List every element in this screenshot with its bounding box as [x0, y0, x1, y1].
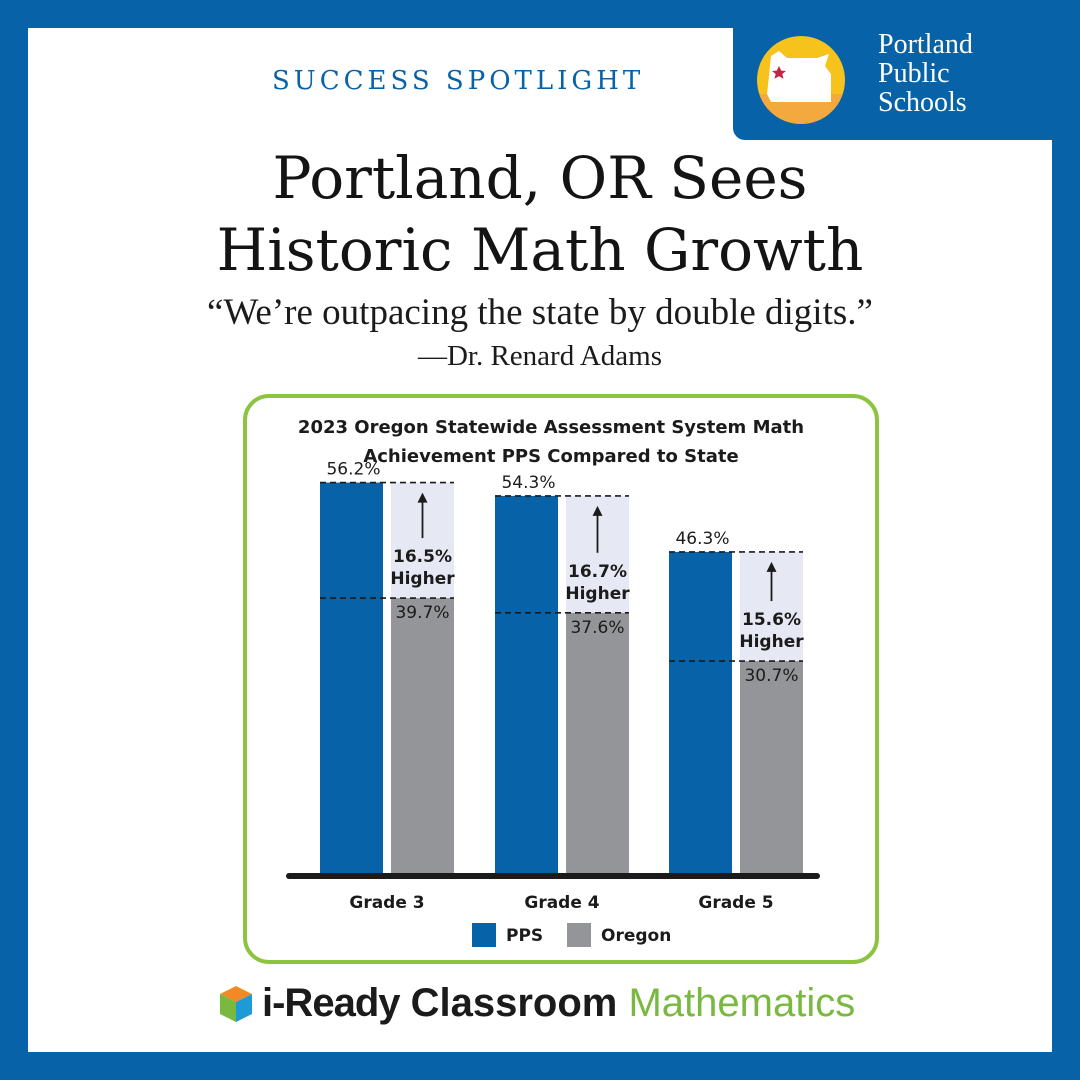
logo-line-public: Public	[878, 58, 950, 89]
x-label-grade-3: Grade 3	[349, 893, 424, 913]
pps-logo-text: Portland Public Schools	[878, 30, 973, 117]
cube-icon	[220, 986, 252, 1022]
bar-pps-grade-3	[320, 482, 383, 876]
chart-panel: 2023 Oregon Statewide Assessment System …	[243, 394, 879, 964]
x-label-grade-4: Grade 4	[524, 893, 599, 913]
legend-pps-swatch	[472, 923, 496, 947]
quote-attribution: —Dr. Renard Adams	[417, 340, 663, 372]
brand-classroom: Classroom	[399, 981, 629, 1025]
chart-title-line-1: 2023 Oregon Statewide Assessment System …	[298, 417, 804, 438]
success-spotlight-kicker: SUCCESS SPOTLIGHT	[272, 66, 645, 96]
bar-pps-grade-4	[495, 495, 558, 876]
annotation-value-1: 16.5%	[393, 547, 452, 567]
chart-title-line-2: Achievement PPS Compared to State	[363, 446, 738, 467]
bar-pps-grade-5	[669, 551, 732, 876]
brand-mathematics: Mathematics	[628, 981, 856, 1025]
x-label-grade-5: Grade 5	[698, 893, 773, 913]
brand-wordmark: i-Ready Classroom Mathematics	[262, 978, 855, 1028]
brand-iready: i-Ready	[262, 981, 400, 1025]
headline: Portland, OR Sees Historic Math Growth	[0, 142, 1080, 286]
bar-oregon-grade-3	[391, 598, 454, 876]
annotation-value-3: 15.6%	[742, 610, 801, 630]
legend-oregon-swatch	[567, 923, 591, 947]
logo-line-portland: Portland	[878, 29, 973, 60]
quote: “We’re outpacing the state by double dig…	[207, 292, 873, 333]
arrow-head-1	[417, 492, 428, 503]
legend-oregon-label: Oregon	[601, 926, 671, 946]
legend-pps-label: PPS	[506, 926, 543, 946]
headline-line-2: Historic Math Growth	[216, 216, 864, 284]
label-oregon-grade-5: 30.7%	[744, 666, 798, 686]
logo-line-schools: Schools	[878, 87, 967, 118]
label-oregon-grade-3: 39.7%	[395, 603, 449, 623]
bar-oregon-grade-4	[566, 612, 629, 876]
label-oregon-grade-4: 37.6%	[570, 618, 624, 638]
oregon-map-icon	[757, 36, 845, 124]
annotation-value-2: 16.7%	[568, 562, 627, 582]
label-pps-grade-4: 54.3%	[501, 473, 555, 493]
label-pps-grade-3: 56.2%	[326, 460, 380, 480]
pps-logo: Portland Public Schools	[733, 28, 1052, 140]
annotation-text-2: Higher	[565, 584, 630, 604]
arrow-head-3	[766, 561, 777, 572]
label-pps-grade-5: 46.3%	[675, 529, 729, 549]
annotation-text-3: Higher	[739, 632, 804, 652]
arrow-head-2	[592, 505, 603, 516]
bar-chart: 2023 Oregon Statewide Assessment System …	[286, 417, 820, 947]
bar-oregon-grade-5	[740, 661, 803, 876]
headline-line-1: Portland, OR Sees	[272, 144, 808, 212]
iready-brand: i-Ready Classroom Mathematics	[218, 978, 918, 1028]
annotation-text-1: Higher	[390, 569, 455, 589]
